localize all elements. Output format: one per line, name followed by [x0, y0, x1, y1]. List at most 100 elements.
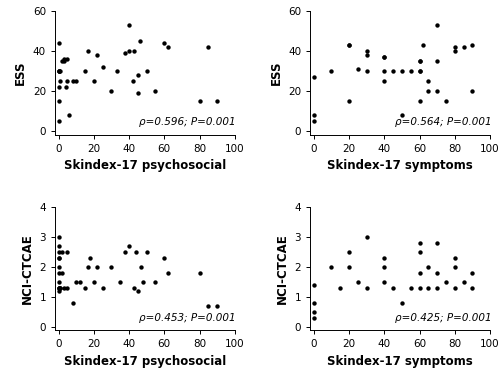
Point [98, 64, 106, 70]
Point [204, 44, 212, 50]
Point [54, 118, 62, 124]
Point [416, 58, 424, 64]
Point [196, 98, 203, 104]
Point [64, 285, 72, 291]
Point [310, 112, 318, 118]
Point [433, 88, 441, 94]
Point [468, 88, 476, 94]
Point [416, 249, 424, 255]
Point [380, 78, 388, 84]
Point [136, 38, 143, 44]
Point [98, 285, 106, 291]
Point [54, 264, 62, 270]
Point [134, 90, 142, 96]
Point [442, 98, 450, 104]
Point [64, 56, 72, 62]
Point [68, 300, 76, 306]
Y-axis label: ESS: ESS [14, 61, 28, 85]
Y-axis label: NCI-CTCAE: NCI-CTCAE [276, 233, 289, 304]
Point [424, 285, 432, 291]
Point [398, 68, 406, 74]
Point [406, 285, 414, 291]
Point [130, 285, 138, 291]
Point [128, 78, 136, 84]
Point [54, 285, 62, 291]
Y-axis label: ESS: ESS [270, 61, 282, 85]
X-axis label: Skindex-17 psychosocial: Skindex-17 psychosocial [64, 160, 226, 173]
Point [416, 285, 424, 291]
Point [460, 279, 468, 285]
Point [58, 270, 66, 276]
Point [213, 98, 221, 104]
Point [64, 78, 72, 84]
Point [310, 282, 318, 288]
Point [54, 279, 62, 285]
Point [164, 270, 172, 276]
Text: ρ=0.453; P=0.001: ρ=0.453; P=0.001 [140, 313, 236, 323]
Point [81, 285, 89, 291]
Point [345, 264, 353, 270]
Point [398, 300, 406, 306]
Point [451, 44, 459, 50]
Point [380, 255, 388, 261]
Point [468, 42, 476, 48]
Point [310, 74, 318, 80]
Point [362, 234, 370, 240]
Point [108, 88, 116, 94]
X-axis label: Skindex-17 symptoms: Skindex-17 symptoms [327, 160, 473, 173]
Point [84, 48, 92, 54]
Point [54, 249, 62, 255]
Point [424, 78, 432, 84]
X-axis label: Skindex-17 symptoms: Skindex-17 symptoms [327, 355, 473, 368]
Point [56, 78, 64, 84]
Point [213, 303, 221, 309]
Point [416, 98, 424, 104]
Point [354, 66, 362, 72]
Point [451, 255, 459, 261]
Point [60, 58, 68, 64]
Point [380, 264, 388, 270]
Point [65, 112, 73, 118]
Point [433, 22, 441, 28]
Point [54, 98, 62, 104]
Point [58, 58, 66, 64]
Point [76, 279, 84, 285]
Point [125, 22, 133, 28]
Point [345, 249, 353, 255]
Point [416, 68, 424, 74]
Point [419, 42, 427, 48]
Point [354, 279, 362, 285]
Point [362, 285, 370, 291]
Point [160, 40, 168, 46]
Point [125, 243, 133, 249]
Point [328, 68, 336, 74]
Point [142, 68, 150, 74]
Point [345, 98, 353, 104]
Point [416, 270, 424, 276]
Point [451, 48, 459, 54]
Text: ρ=0.596; P=0.001: ρ=0.596; P=0.001 [140, 117, 236, 127]
Point [196, 270, 203, 276]
Point [138, 264, 145, 270]
Point [152, 279, 160, 285]
Point [54, 288, 62, 294]
Point [108, 264, 116, 270]
Point [451, 285, 459, 291]
Point [362, 48, 370, 54]
Point [122, 249, 130, 255]
Point [54, 68, 62, 74]
Text: ρ=0.564; P=0.001: ρ=0.564; P=0.001 [394, 117, 492, 127]
Point [54, 285, 62, 291]
Point [433, 58, 441, 64]
Point [58, 249, 66, 255]
Point [54, 270, 62, 276]
Point [94, 52, 102, 58]
Point [398, 112, 406, 118]
Text: ρ=0.425; P=0.001: ρ=0.425; P=0.001 [394, 313, 492, 323]
Point [132, 249, 140, 255]
Point [134, 72, 142, 78]
Point [56, 285, 64, 291]
Point [328, 264, 336, 270]
Point [362, 68, 370, 74]
Point [54, 255, 62, 261]
